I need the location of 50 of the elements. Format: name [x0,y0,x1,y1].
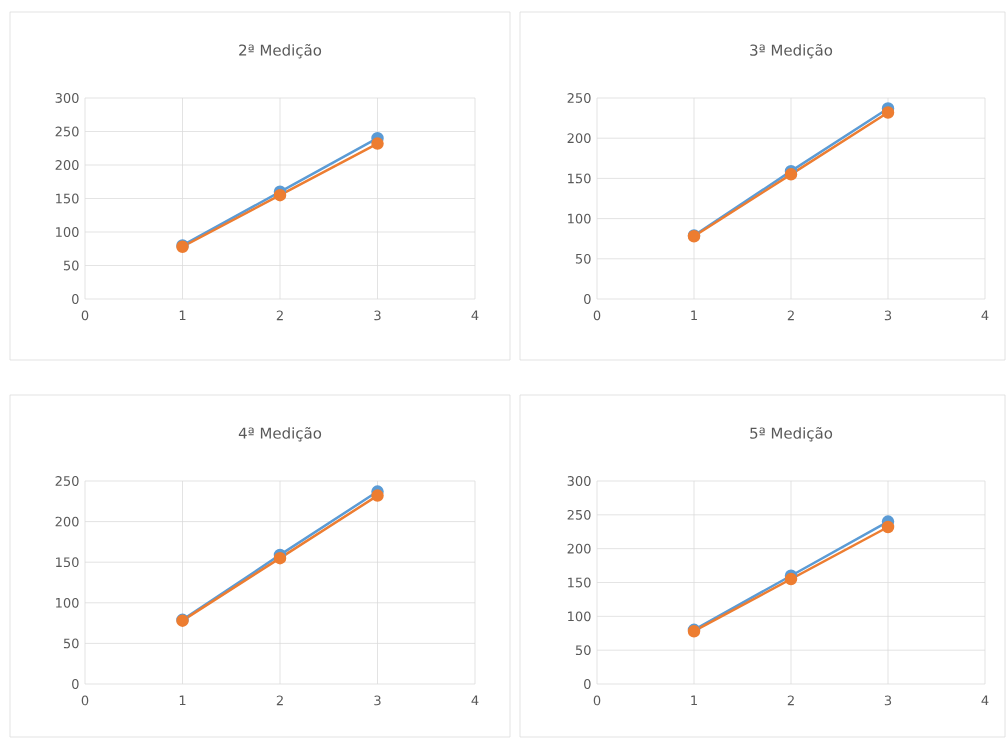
x-tick-label: 4 [471,695,479,706]
y-tick-label: 50 [575,645,591,656]
y-tick-label: 50 [63,260,79,271]
y-tick-label: 200 [55,516,79,527]
y-tick-label: 100 [568,611,591,622]
y-tick-label: 300 [567,476,591,486]
y-tick-label: 100 [56,597,79,608]
y-tick-label: 150 [56,193,79,204]
y-tick-label: 250 [55,126,79,137]
x-tick-label: 0 [81,695,89,706]
x-tick-label: 3 [374,695,381,706]
y-tick-label: 50 [63,638,79,649]
x-tick-label: 2 [787,695,794,706]
x-tick-label: 2 [276,695,283,706]
x-tick-label: 4 [981,695,989,706]
x-tick-label: 1 [691,310,697,320]
y-tick-label: 200 [567,133,591,144]
y-tick-label: 50 [575,253,591,264]
y-tick-label: 0 [72,679,79,689]
x-tick-label: 1 [179,310,186,320]
chart-title: 3ª Medição [750,43,833,59]
x-tick-label: 3 [884,695,892,706]
x-tick-label: 1 [691,695,697,706]
y-tick-label: 100 [568,213,591,224]
x-tick-label: 3 [374,310,381,321]
y-tick-label: 150 [568,577,591,588]
x-tick-label: 4 [471,310,479,320]
y-tick-label: 200 [55,160,79,170]
y-tick-label: 100 [56,227,79,237]
chart-title: 4ª Medição [238,426,322,442]
y-tick-label: 0 [72,294,79,304]
y-tick-label: 300 [55,93,79,103]
x-tick-label: 0 [593,310,601,321]
x-tick-label: 3 [884,310,892,321]
x-tick-label: 1 [179,695,186,706]
y-tick-label: 0 [584,679,591,689]
y-tick-label: 250 [567,93,591,103]
x-tick-label: 4 [981,310,989,320]
x-tick-label: 2 [787,310,794,321]
x-tick-label: 0 [81,310,89,321]
chart-title: 2ª Medição [239,43,322,59]
y-tick-label: 250 [567,509,591,520]
y-tick-label: 0 [584,294,591,304]
x-tick-label: 2 [276,310,283,321]
y-tick-label: 200 [567,543,591,554]
y-tick-label: 150 [568,173,591,184]
y-tick-label: 250 [55,476,79,486]
x-tick-label: 0 [593,695,601,706]
chart-title: 5ª Medição [750,426,833,442]
y-tick-label: 150 [56,557,79,568]
